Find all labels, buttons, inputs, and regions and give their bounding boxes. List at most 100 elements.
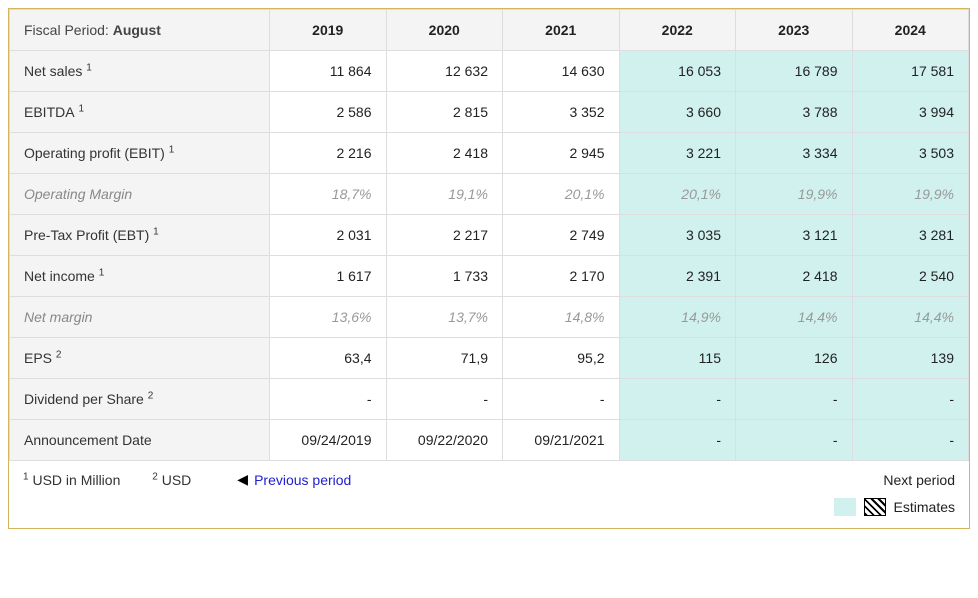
- table-row: Dividend per Share 2------: [10, 379, 969, 420]
- estimate-hatch-icon: [864, 498, 886, 516]
- cell-value: 18,7%: [270, 174, 387, 215]
- cell-value: -: [852, 379, 969, 420]
- chevron-left-icon: ◀: [237, 471, 248, 488]
- fiscal-period-month: August: [113, 22, 161, 38]
- cell-value: 19,9%: [852, 174, 969, 215]
- cell-value: 20,1%: [503, 174, 620, 215]
- cell-value: 3 503: [852, 133, 969, 174]
- previous-period-label: Previous period: [254, 472, 351, 488]
- cell-value: 3 334: [736, 133, 853, 174]
- cell-value: 2 170: [503, 256, 620, 297]
- row-label: EBITDA 1: [10, 92, 270, 133]
- table-row: Operating profit (EBIT) 12 2162 4182 945…: [10, 133, 969, 174]
- fiscal-period-prefix: Fiscal Period:: [24, 22, 113, 38]
- cell-value: 2 749: [503, 215, 620, 256]
- row-label: Dividend per Share 2: [10, 379, 270, 420]
- cell-value: 13,6%: [270, 297, 387, 338]
- legend-label: Estimates: [894, 499, 955, 515]
- cell-value: 2 586: [270, 92, 387, 133]
- cell-value: -: [736, 379, 853, 420]
- cell-value: -: [619, 420, 736, 461]
- cell-value: 3 660: [619, 92, 736, 133]
- cell-value: -: [736, 420, 853, 461]
- cell-value: -: [619, 379, 736, 420]
- table-row: EPS 263,471,995,2115126139: [10, 338, 969, 379]
- cell-value: 2 418: [386, 133, 503, 174]
- cell-value: 3 352: [503, 92, 620, 133]
- row-label: Announcement Date: [10, 420, 270, 461]
- cell-value: 09/24/2019: [270, 420, 387, 461]
- footnote-1-text: USD in Million: [32, 472, 120, 488]
- cell-value: 14,8%: [503, 297, 620, 338]
- table-row: Net margin13,6%13,7%14,8%14,9%14,4%14,4%: [10, 297, 969, 338]
- cell-value: 16 789: [736, 51, 853, 92]
- footnote-2-text: USD: [162, 472, 192, 488]
- row-label: Operating profit (EBIT) 1: [10, 133, 270, 174]
- year-header: 2023: [736, 10, 853, 51]
- table-footer: 1 USD in Million 2 USD ◀ Previous period…: [9, 461, 969, 494]
- cell-value: 63,4: [270, 338, 387, 379]
- cell-value: 3 281: [852, 215, 969, 256]
- cell-value: 14,4%: [852, 297, 969, 338]
- financials-table: Fiscal Period: August 201920202021202220…: [9, 9, 969, 461]
- year-header: 2020: [386, 10, 503, 51]
- table-row: Announcement Date09/24/201909/22/202009/…: [10, 420, 969, 461]
- cell-value: 09/21/2021: [503, 420, 620, 461]
- row-label: Operating Margin: [10, 174, 270, 215]
- financials-table-frame: Fiscal Period: August 201920202021202220…: [8, 8, 970, 529]
- year-header: 2024: [852, 10, 969, 51]
- next-period-link[interactable]: Next period: [883, 472, 955, 488]
- cell-value: 1 617: [270, 256, 387, 297]
- row-label: Net income 1: [10, 256, 270, 297]
- cell-value: 14,4%: [736, 297, 853, 338]
- table-row: Net sales 111 86412 63214 63016 05316 78…: [10, 51, 969, 92]
- table-row: EBITDA 12 5862 8153 3523 6603 7883 994: [10, 92, 969, 133]
- fiscal-period-header: Fiscal Period: August: [10, 10, 270, 51]
- row-label: EPS 2: [10, 338, 270, 379]
- cell-value: -: [270, 379, 387, 420]
- cell-value: 11 864: [270, 51, 387, 92]
- cell-value: 95,2: [503, 338, 620, 379]
- year-header: 2019: [270, 10, 387, 51]
- cell-value: 3 121: [736, 215, 853, 256]
- cell-value: 17 581: [852, 51, 969, 92]
- table-row: Pre-Tax Profit (EBT) 12 0312 2172 7493 0…: [10, 215, 969, 256]
- table-row: Operating Margin18,7%19,1%20,1%20,1%19,9…: [10, 174, 969, 215]
- cell-value: 115: [619, 338, 736, 379]
- cell-value: 2 391: [619, 256, 736, 297]
- cell-value: 14 630: [503, 51, 620, 92]
- row-label: Net margin: [10, 297, 270, 338]
- cell-value: 2 216: [270, 133, 387, 174]
- cell-value: 2 418: [736, 256, 853, 297]
- header-row: Fiscal Period: August 201920202021202220…: [10, 10, 969, 51]
- cell-value: 16 053: [619, 51, 736, 92]
- cell-value: 126: [736, 338, 853, 379]
- cell-value: 2 540: [852, 256, 969, 297]
- cell-value: -: [503, 379, 620, 420]
- footnote-2: 2 USD: [152, 472, 205, 488]
- cell-value: 19,9%: [736, 174, 853, 215]
- previous-period-link[interactable]: ◀ Previous period: [237, 471, 351, 488]
- year-header: 2022: [619, 10, 736, 51]
- cell-value: 3 035: [619, 215, 736, 256]
- cell-value: 71,9: [386, 338, 503, 379]
- cell-value: 2 031: [270, 215, 387, 256]
- next-period-label: Next period: [883, 472, 955, 488]
- footnote-1: 1 USD in Million: [23, 472, 134, 488]
- cell-value: 1 733: [386, 256, 503, 297]
- row-label: Net sales 1: [10, 51, 270, 92]
- cell-value: 09/22/2020: [386, 420, 503, 461]
- cell-value: 3 221: [619, 133, 736, 174]
- estimates-legend: Estimates: [9, 494, 969, 528]
- cell-value: -: [852, 420, 969, 461]
- cell-value: 13,7%: [386, 297, 503, 338]
- cell-value: 14,9%: [619, 297, 736, 338]
- cell-value: 3 788: [736, 92, 853, 133]
- cell-value: 3 994: [852, 92, 969, 133]
- footnotes: 1 USD in Million 2 USD: [23, 472, 219, 488]
- row-label: Pre-Tax Profit (EBT) 1: [10, 215, 270, 256]
- cell-value: 2 945: [503, 133, 620, 174]
- cell-value: 20,1%: [619, 174, 736, 215]
- cell-value: -: [386, 379, 503, 420]
- year-header: 2021: [503, 10, 620, 51]
